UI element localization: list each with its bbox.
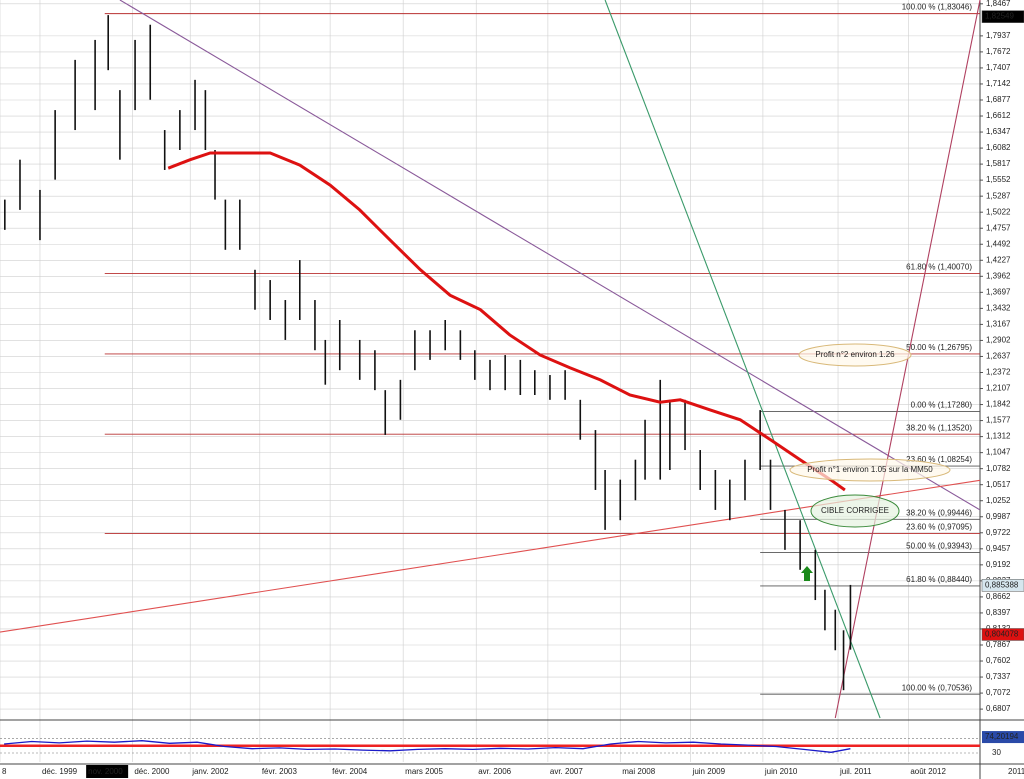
fib-label: 100.00 % (0,70536)	[902, 683, 973, 692]
y-tick-label: 1,0782	[986, 464, 1011, 473]
y-tick-label: 1,1842	[986, 400, 1011, 409]
x-tick-label: déc. 2000	[134, 767, 170, 776]
y-tick-label: 1,6612	[986, 111, 1011, 120]
x-tick-label: juin 2009	[692, 767, 726, 776]
y-tick-label: 0,8397	[986, 608, 1011, 617]
y-tick-label: 1,3167	[986, 320, 1011, 329]
y-tick-label: 1,3432	[986, 303, 1011, 312]
moving-average	[167, 151, 846, 492]
y-tick-label: 1,6877	[986, 95, 1011, 104]
x-tick-label: mars 2005	[405, 767, 443, 776]
x-tick-label: févr. 2003	[262, 767, 298, 776]
osc-line	[4, 740, 851, 753]
y-tick-label: 1,6082	[986, 143, 1011, 152]
fib-label: 61.80 % (0,88440)	[906, 575, 972, 584]
y-tick-label: 1,8467	[986, 0, 1011, 8]
y-tick-label: 1,4227	[986, 255, 1011, 264]
last-value-label: 1,82549	[985, 12, 1014, 21]
x-tick-label: août 2012	[910, 767, 946, 776]
y-tick-label: 1,1312	[986, 432, 1011, 441]
y-tick-label: 1,4757	[986, 223, 1011, 232]
y-tick-label: 1,3697	[986, 287, 1011, 296]
y-tick-label: 0,9987	[986, 512, 1011, 521]
fib-label: 38.20 % (0,99446)	[906, 508, 972, 517]
y-tick-label: 1,7937	[986, 31, 1011, 40]
x-axis-end-label: 2011	[1008, 767, 1024, 776]
fib-label: 38.20 % (1,13520)	[906, 423, 972, 432]
y-tick-label: 1,3962	[986, 271, 1011, 280]
fib-label: 50.00 % (1,26795)	[906, 343, 972, 352]
y-tick-label: 1,5552	[986, 175, 1011, 184]
y-tick-label: 1,0517	[986, 480, 1011, 489]
arrow-icon	[801, 566, 813, 581]
annotation-ellipse	[798, 343, 912, 367]
x-tick-label: 8	[2, 767, 7, 776]
x-tick-label: juin 2010	[764, 767, 798, 776]
last-value-box	[982, 731, 1024, 744]
y-tick-label: 0,7867	[986, 640, 1011, 649]
y-tick-label: 0,9457	[986, 544, 1011, 553]
y-tick-label: 0,9192	[986, 560, 1011, 569]
annotation: Profit n°2 environ 1.26	[815, 350, 895, 359]
x-tick-label: févr. 2004	[332, 767, 368, 776]
fib-label: 23.60 % (1,08254)	[906, 455, 972, 464]
x-cursor-box	[86, 765, 129, 778]
last-value-label: 0,885388	[985, 580, 1019, 589]
x-tick-label: juil. 2011	[839, 767, 872, 776]
y-tick-label: 1,5287	[986, 191, 1011, 200]
y-tick-label: 1,2107	[986, 384, 1011, 393]
x-tick-label: avr. 2006	[478, 767, 511, 776]
annotation-ellipse	[789, 458, 951, 482]
y-tick-label: 1,2637	[986, 352, 1011, 361]
y-tick-label: 1,6347	[986, 127, 1011, 136]
fib-label: 100.00 % (1,83046)	[902, 3, 973, 12]
fib-label: 50.00 % (0,93943)	[906, 542, 972, 551]
x-tick-label: janv. 2002	[191, 767, 229, 776]
y-tick-label: 1,5022	[986, 207, 1011, 216]
x-cursor-label: nov. 2000	[88, 767, 123, 776]
y-tick-label: 1,5817	[986, 159, 1011, 168]
annotation-ellipse	[810, 494, 900, 528]
y-tick-label: 1,7142	[986, 79, 1011, 88]
y-tick-label: 1,2372	[986, 368, 1011, 377]
osc-tick-label: 30	[992, 748, 1001, 757]
x-tick-label: déc. 1999	[42, 767, 78, 776]
y-tick-label: 1,7672	[986, 47, 1011, 56]
trendline	[119, 0, 981, 511]
y-tick-label: 1,7407	[986, 63, 1011, 72]
last-value-box	[981, 628, 1024, 641]
trendline	[604, 0, 881, 719]
fib-label: 0.00 % (1,17280)	[911, 401, 973, 410]
last-value-box	[981, 10, 1024, 23]
y-tick-label: 0,7602	[986, 656, 1011, 665]
y-tick-label: 1,0252	[986, 496, 1011, 505]
last-value-label: 0,804078	[985, 630, 1019, 639]
fib-label: 61.80 % (1,40070)	[906, 263, 972, 272]
x-tick-label: avr. 2007	[550, 767, 583, 776]
y-tick-label: 0,7072	[986, 688, 1011, 697]
y-tick-label: 1,2902	[986, 336, 1011, 345]
y-tick-label: 0,7337	[986, 672, 1011, 681]
last-value-label: 74,20194	[985, 732, 1019, 741]
annotation: Profit n°1 environ 1.05 sur la MM50	[807, 465, 933, 474]
last-value-box	[981, 579, 1024, 592]
y-tick-label: 1,1577	[986, 416, 1011, 425]
y-tick-label: 0,8662	[986, 592, 1011, 601]
x-tick-label: mai 2008	[622, 767, 655, 776]
fib-label: 23.60 % (0,97095)	[906, 523, 972, 532]
y-tick-label: 0,6807	[986, 704, 1011, 713]
y-tick-label: 0,9722	[986, 528, 1011, 537]
y-tick-label: 1,1047	[986, 448, 1011, 457]
y-tick-label: 1,4492	[986, 239, 1011, 248]
annotation: CIBLE CORRIGEE	[821, 506, 889, 515]
